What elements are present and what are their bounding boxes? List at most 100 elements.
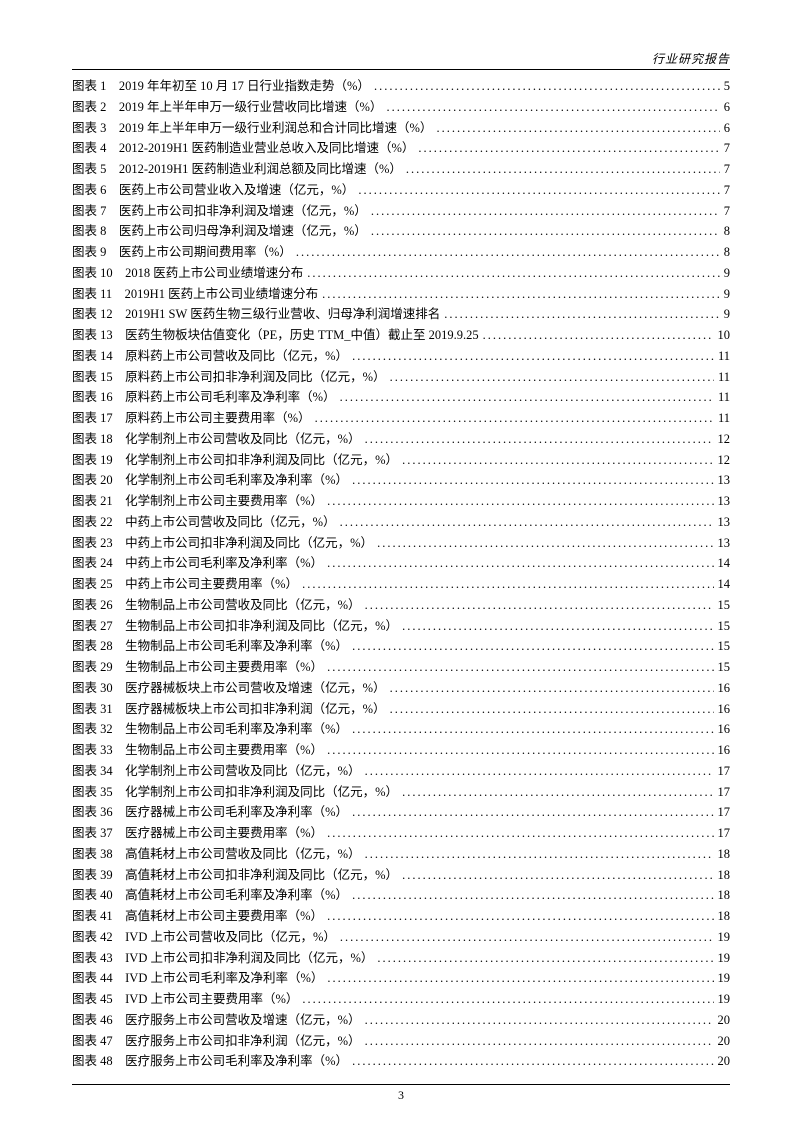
toc-entry: 图表 20 化学制剂上市公司毛利率及净利率（%）13 xyxy=(72,470,730,491)
toc-entry-number: 图表 9 xyxy=(72,242,119,263)
toc-entry-leader-dots xyxy=(365,844,714,865)
toc-entry-leader-dots xyxy=(327,906,713,927)
toc-entry-page: 9 xyxy=(724,263,730,284)
toc-entry-page: 6 xyxy=(724,97,730,118)
toc-entry: 图表 24 中药上市公司毛利率及净利率（%）14 xyxy=(72,553,730,574)
toc-entry-page: 11 xyxy=(718,408,730,429)
header-divider xyxy=(72,69,730,70)
toc-entry-title: 医疗服务上市公司毛利率及净利率（%） xyxy=(125,1051,348,1072)
toc-entry-page: 11 xyxy=(718,367,730,388)
toc-entry: 图表 32 生物制品上市公司毛利率及净利率（%）16 xyxy=(72,719,730,740)
toc-entry-number: 图表 19 xyxy=(72,450,125,471)
toc-entry-title: 生物制品上市公司营收及同比（亿元，%） xyxy=(125,595,360,616)
toc-entry-number: 图表 16 xyxy=(72,387,125,408)
toc-entry: 图表 46 医疗服务上市公司营收及增速（亿元，%）20 xyxy=(72,1010,730,1031)
toc-entry-title: 2019 年上半年申万一级行业利润总和合计同比增速（%） xyxy=(119,118,433,139)
toc-entry-leader-dots xyxy=(402,450,713,471)
toc-entry-title: 医疗服务上市公司营收及增速（亿元，%） xyxy=(125,1010,360,1031)
toc-entry-page: 13 xyxy=(718,470,731,491)
toc-entry-page: 11 xyxy=(718,346,730,367)
toc-entry-page: 17 xyxy=(718,782,731,803)
toc-entry-leader-dots xyxy=(340,927,714,948)
toc-entry-title: 2019 年年初至 10 月 17 日行业指数走势（%） xyxy=(119,76,370,97)
toc-entry-page: 14 xyxy=(718,574,731,595)
toc-entry-number: 图表 43 xyxy=(72,948,125,969)
toc-entry: 图表 2 2019 年上半年申万一级行业营收同比增速（%） 6 xyxy=(72,97,730,118)
toc-entry: 图表 22 中药上市公司营收及同比（亿元，%）13 xyxy=(72,512,730,533)
toc-entry-title: 化学制剂上市公司毛利率及净利率（%） xyxy=(125,470,348,491)
toc-entry-page: 7 xyxy=(724,138,730,159)
toc-entry-leader-dots xyxy=(352,885,713,906)
toc-entry: 图表 34 化学制剂上市公司营收及同比（亿元，%）17 xyxy=(72,761,730,782)
toc-entry-title: 原料药上市公司扣非净利润及同比（亿元，%） xyxy=(125,367,385,388)
toc-entry-title: 医药上市公司期间费用率（%） xyxy=(119,242,292,263)
toc-entry-number: 图表 21 xyxy=(72,491,125,512)
toc-entry-leader-dots xyxy=(371,221,720,242)
toc-entry-page: 13 xyxy=(718,533,731,554)
toc-entry-page: 20 xyxy=(718,1031,731,1052)
toc-entry-title: 医疗器械板块上市公司扣非净利润（亿元，%） xyxy=(125,699,385,720)
toc-entry: 图表 21 化学制剂上市公司主要费用率（%）13 xyxy=(72,491,730,512)
toc-entry-number: 图表 38 xyxy=(72,844,125,865)
toc-entry-number: 图表 2 xyxy=(72,97,119,118)
toc-entry-title: 化学制剂上市公司扣非净利润及同比（亿元，%） xyxy=(125,450,398,471)
toc-entry-number: 图表 27 xyxy=(72,616,125,637)
toc-entry-number: 图表 14 xyxy=(72,346,125,367)
toc-entry-leader-dots xyxy=(365,1031,714,1052)
toc-entry-title: 生物制品上市公司毛利率及净利率（%） xyxy=(125,636,348,657)
toc-entry-leader-dots xyxy=(327,968,713,989)
toc-entry: 图表 36 医疗器械上市公司毛利率及净利率（%）17 xyxy=(72,802,730,823)
toc-entry: 图表 23 中药上市公司扣非净利润及同比（亿元，%）13 xyxy=(72,533,730,554)
toc-entry: 图表 7 医药上市公司扣非净利润及增速（亿元，%）7 xyxy=(72,201,730,222)
toc-entry-leader-dots xyxy=(365,761,714,782)
toc-entry-page: 16 xyxy=(718,719,731,740)
toc-entry-leader-dots xyxy=(418,138,719,159)
toc-entry-page: 15 xyxy=(718,616,731,637)
toc-entry-title: 中药上市公司毛利率及净利率（%） xyxy=(125,553,323,574)
toc-entry: 图表 4 2012-2019H1 医药制造业营业总收入及同比增速（%）7 xyxy=(72,138,730,159)
toc-entry: 图表 33 生物制品上市公司主要费用率（%）16 xyxy=(72,740,730,761)
toc-entry-leader-dots xyxy=(358,180,719,201)
toc-entry: 图表 38 高值耗材上市公司营收及同比（亿元，%）18 xyxy=(72,844,730,865)
toc-entry-leader-dots xyxy=(327,823,713,844)
toc-entry: 图表 13 医药生物板块估值变化（PE，历史 TTM_中值）截止至 2019.9… xyxy=(72,325,730,346)
toc-entry-leader-dots xyxy=(377,533,713,554)
toc-entry-title: 2019 年上半年申万一级行业营收同比增速（%） xyxy=(119,97,383,118)
toc-entry: 图表 25 中药上市公司主要费用率（%）14 xyxy=(72,574,730,595)
toc-entry-title: 医疗服务上市公司扣非净利润（亿元，%） xyxy=(125,1031,360,1052)
toc-entry-leader-dots xyxy=(327,491,713,512)
toc-entry-number: 图表 1 xyxy=(72,76,119,97)
toc-entry: 图表 47 医疗服务上市公司扣非净利润（亿元，%） 20 xyxy=(72,1031,730,1052)
toc-entry-leader-dots xyxy=(340,512,714,533)
toc-entry-number: 图表 8 xyxy=(72,221,119,242)
toc-entry-page: 12 xyxy=(718,450,731,471)
toc-entry-leader-dots xyxy=(386,97,719,118)
toc-entry: 图表 26 生物制品上市公司营收及同比（亿元，%）15 xyxy=(72,595,730,616)
toc-entry-number: 图表 33 xyxy=(72,740,125,761)
toc-entry: 图表 10 2018 医药上市公司业绩增速分布9 xyxy=(72,263,730,284)
toc-entry: 图表 28 生物制品上市公司毛利率及净利率（%）15 xyxy=(72,636,730,657)
toc-entry-page: 7 xyxy=(724,180,730,201)
toc-entry-number: 图表 10 xyxy=(72,263,125,284)
toc-entry: 图表 17 原料药上市公司主要费用率（%）11 xyxy=(72,408,730,429)
toc-entry-number: 图表 32 xyxy=(72,719,125,740)
toc-entry: 图表 16 原料药上市公司毛利率及净利率（%）11 xyxy=(72,387,730,408)
toc-entry-title: 化学制剂上市公司扣非净利润及同比（亿元，%） xyxy=(125,782,398,803)
toc-entry-leader-dots xyxy=(374,76,720,97)
toc-entry-number: 图表 39 xyxy=(72,865,125,886)
toc-entry-leader-dots xyxy=(406,159,720,180)
toc-entry-page: 18 xyxy=(718,906,731,927)
toc-entry-leader-dots xyxy=(365,595,714,616)
toc-entry-title: 2012-2019H1 医药制造业营业总收入及同比增速（%） xyxy=(119,138,414,159)
toc-entry-title: 高值耗材上市公司主要费用率（%） xyxy=(125,906,323,927)
toc-entry: 图表 12 2019H1 SW 医药生物三级行业营收、归母净利润增速排名9 xyxy=(72,304,730,325)
toc-entry-page: 9 xyxy=(724,284,730,305)
toc-entry-title: 中药上市公司扣非净利润及同比（亿元，%） xyxy=(125,533,373,554)
toc-entry-number: 图表 13 xyxy=(72,325,125,346)
toc-entry-title: IVD 上市公司主要费用率（%） xyxy=(125,989,298,1010)
toc-entry-number: 图表 47 xyxy=(72,1031,125,1052)
toc-entry-title: 化学制剂上市公司主要费用率（%） xyxy=(125,491,323,512)
toc-entry-title: 高值耗材上市公司营收及同比（亿元，%） xyxy=(125,844,360,865)
toc-entry-page: 15 xyxy=(718,636,731,657)
toc-entry-page: 18 xyxy=(718,885,731,906)
